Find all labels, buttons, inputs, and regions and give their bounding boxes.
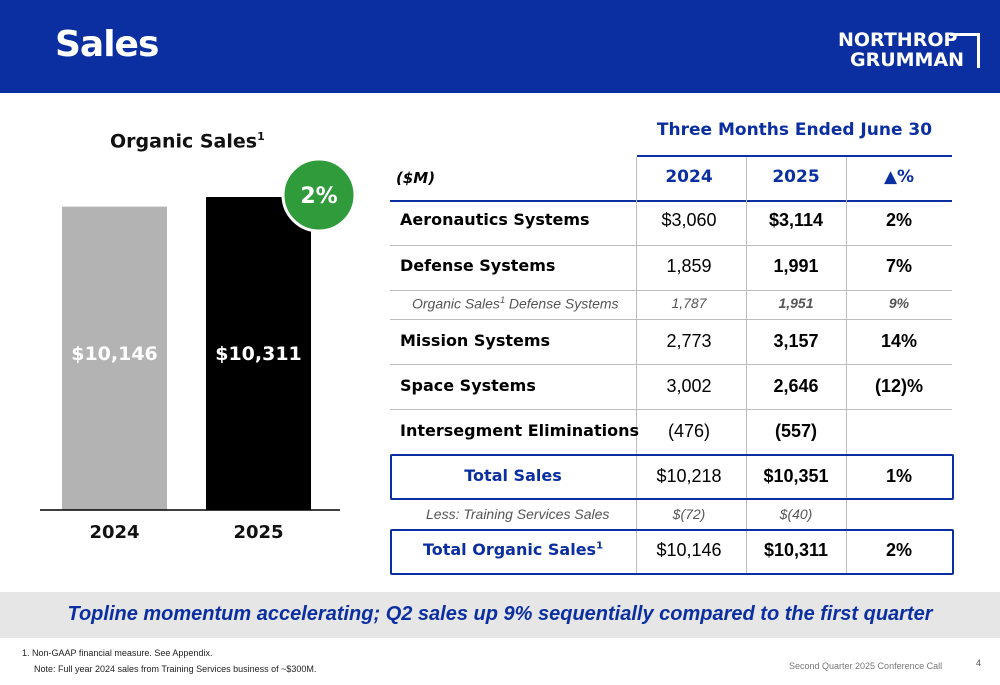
row-value-2024: 1,787 xyxy=(671,295,707,311)
row-label: Defense Systems xyxy=(400,256,556,275)
grid-line xyxy=(636,157,637,573)
col-header-pct-change: ▲% xyxy=(883,167,915,187)
total-sales-box xyxy=(390,454,954,500)
chart-title: Organic Sales1 xyxy=(110,130,265,153)
logo-line-1: NORTHROP xyxy=(838,29,958,51)
row-value-2025: $3,114 xyxy=(768,210,824,230)
period-header: Three Months Ended June 30 xyxy=(656,120,933,140)
row-label: Total Sales xyxy=(464,466,562,485)
row-pct-change: (12)% xyxy=(874,376,923,396)
unit-label: ($M) xyxy=(396,169,436,187)
row-pct-change: 14% xyxy=(880,331,918,351)
logo-bracket-side xyxy=(977,33,980,68)
chart-title-footnote: 1 xyxy=(257,130,265,143)
row-label: Less: Training Services Sales xyxy=(426,506,610,522)
footnote-note: Note: Full year 2024 sales from Training… xyxy=(34,664,317,674)
period-underline xyxy=(637,155,952,157)
row-value-2025: (557) xyxy=(774,421,818,441)
row-value-2025: 3,157 xyxy=(773,331,819,351)
row-label: Total Organic Sales1 xyxy=(422,540,604,559)
row-value-2025: 1,951 xyxy=(778,295,814,311)
growth-badge-label: 2% xyxy=(300,184,337,209)
row-value-2025: 2,646 xyxy=(773,376,819,396)
x-tick-label: 2025 xyxy=(233,522,283,543)
col-header-2025: 2025 xyxy=(772,167,820,187)
bar-value-label: $10,311 xyxy=(215,343,302,365)
row-value-2025: 1,991 xyxy=(773,256,819,276)
logo-line-2: GRUMMAN xyxy=(850,49,965,71)
row-value-2025: $10,311 xyxy=(763,540,829,560)
row-value-2024: $3,060 xyxy=(661,210,717,230)
page-title: Sales xyxy=(55,24,159,65)
row-value-2024: 3,002 xyxy=(666,376,712,396)
row-label: Space Systems xyxy=(400,376,536,395)
row-value-2024: $(72) xyxy=(672,506,706,522)
grid-line xyxy=(846,157,847,573)
bar-2025 xyxy=(206,197,311,510)
row-divider xyxy=(390,290,952,291)
row-pct-change: 9% xyxy=(888,295,910,311)
organic-sales-chart: $10,146 2024 $10,311 2025 2% xyxy=(40,157,357,543)
bar-value-label: $10,146 xyxy=(71,343,158,365)
takeaway-text: Topline momentum accelerating; Q2 sales … xyxy=(67,603,933,625)
row-label: Intersegment Eliminations xyxy=(400,421,639,440)
page-number: 4 xyxy=(976,658,982,668)
header-underline xyxy=(390,200,952,202)
grid-line xyxy=(746,157,747,573)
takeaway-banner xyxy=(0,592,1000,638)
logo-bracket-top xyxy=(950,33,980,36)
row-divider xyxy=(390,319,952,320)
header-bar xyxy=(0,0,1000,93)
row-value-2024: 2,773 xyxy=(666,331,712,351)
row-value-2024: $10,218 xyxy=(656,466,722,486)
row-pct-change: 7% xyxy=(885,256,912,276)
x-tick-label: 2024 xyxy=(89,522,139,543)
row-value-2025: $(40) xyxy=(779,506,813,522)
row-pct-change: 1% xyxy=(885,466,912,486)
table-header-row: ($M) 2024 2025 ▲% xyxy=(390,160,952,200)
row-label: Aeronautics Systems xyxy=(400,210,590,229)
row-label: Mission Systems xyxy=(400,331,551,350)
bar-2024 xyxy=(62,206,167,510)
company-logo: NORTHROP GRUMMAN xyxy=(838,30,983,70)
footnote-1: 1. Non-GAAP financial measure. See Appen… xyxy=(22,648,213,658)
row-value-2024: 1,859 xyxy=(666,256,712,276)
total-organic-sales-box xyxy=(390,529,954,575)
row-pct-change: 2% xyxy=(885,210,912,230)
row-divider xyxy=(390,245,952,246)
row-pct-change: 2% xyxy=(885,540,912,560)
row-divider xyxy=(390,409,952,410)
row-value-2024: $10,146 xyxy=(656,540,722,560)
col-header-2024: 2024 xyxy=(665,167,713,187)
row-divider xyxy=(390,364,952,365)
row-value-2024: (476) xyxy=(667,421,711,441)
row-label: Organic Sales1 Defense Systems xyxy=(412,295,619,312)
row-value-2025: $10,351 xyxy=(763,466,829,486)
footer-event: Second Quarter 2025 Conference Call xyxy=(789,661,943,671)
growth-badge xyxy=(281,157,357,233)
